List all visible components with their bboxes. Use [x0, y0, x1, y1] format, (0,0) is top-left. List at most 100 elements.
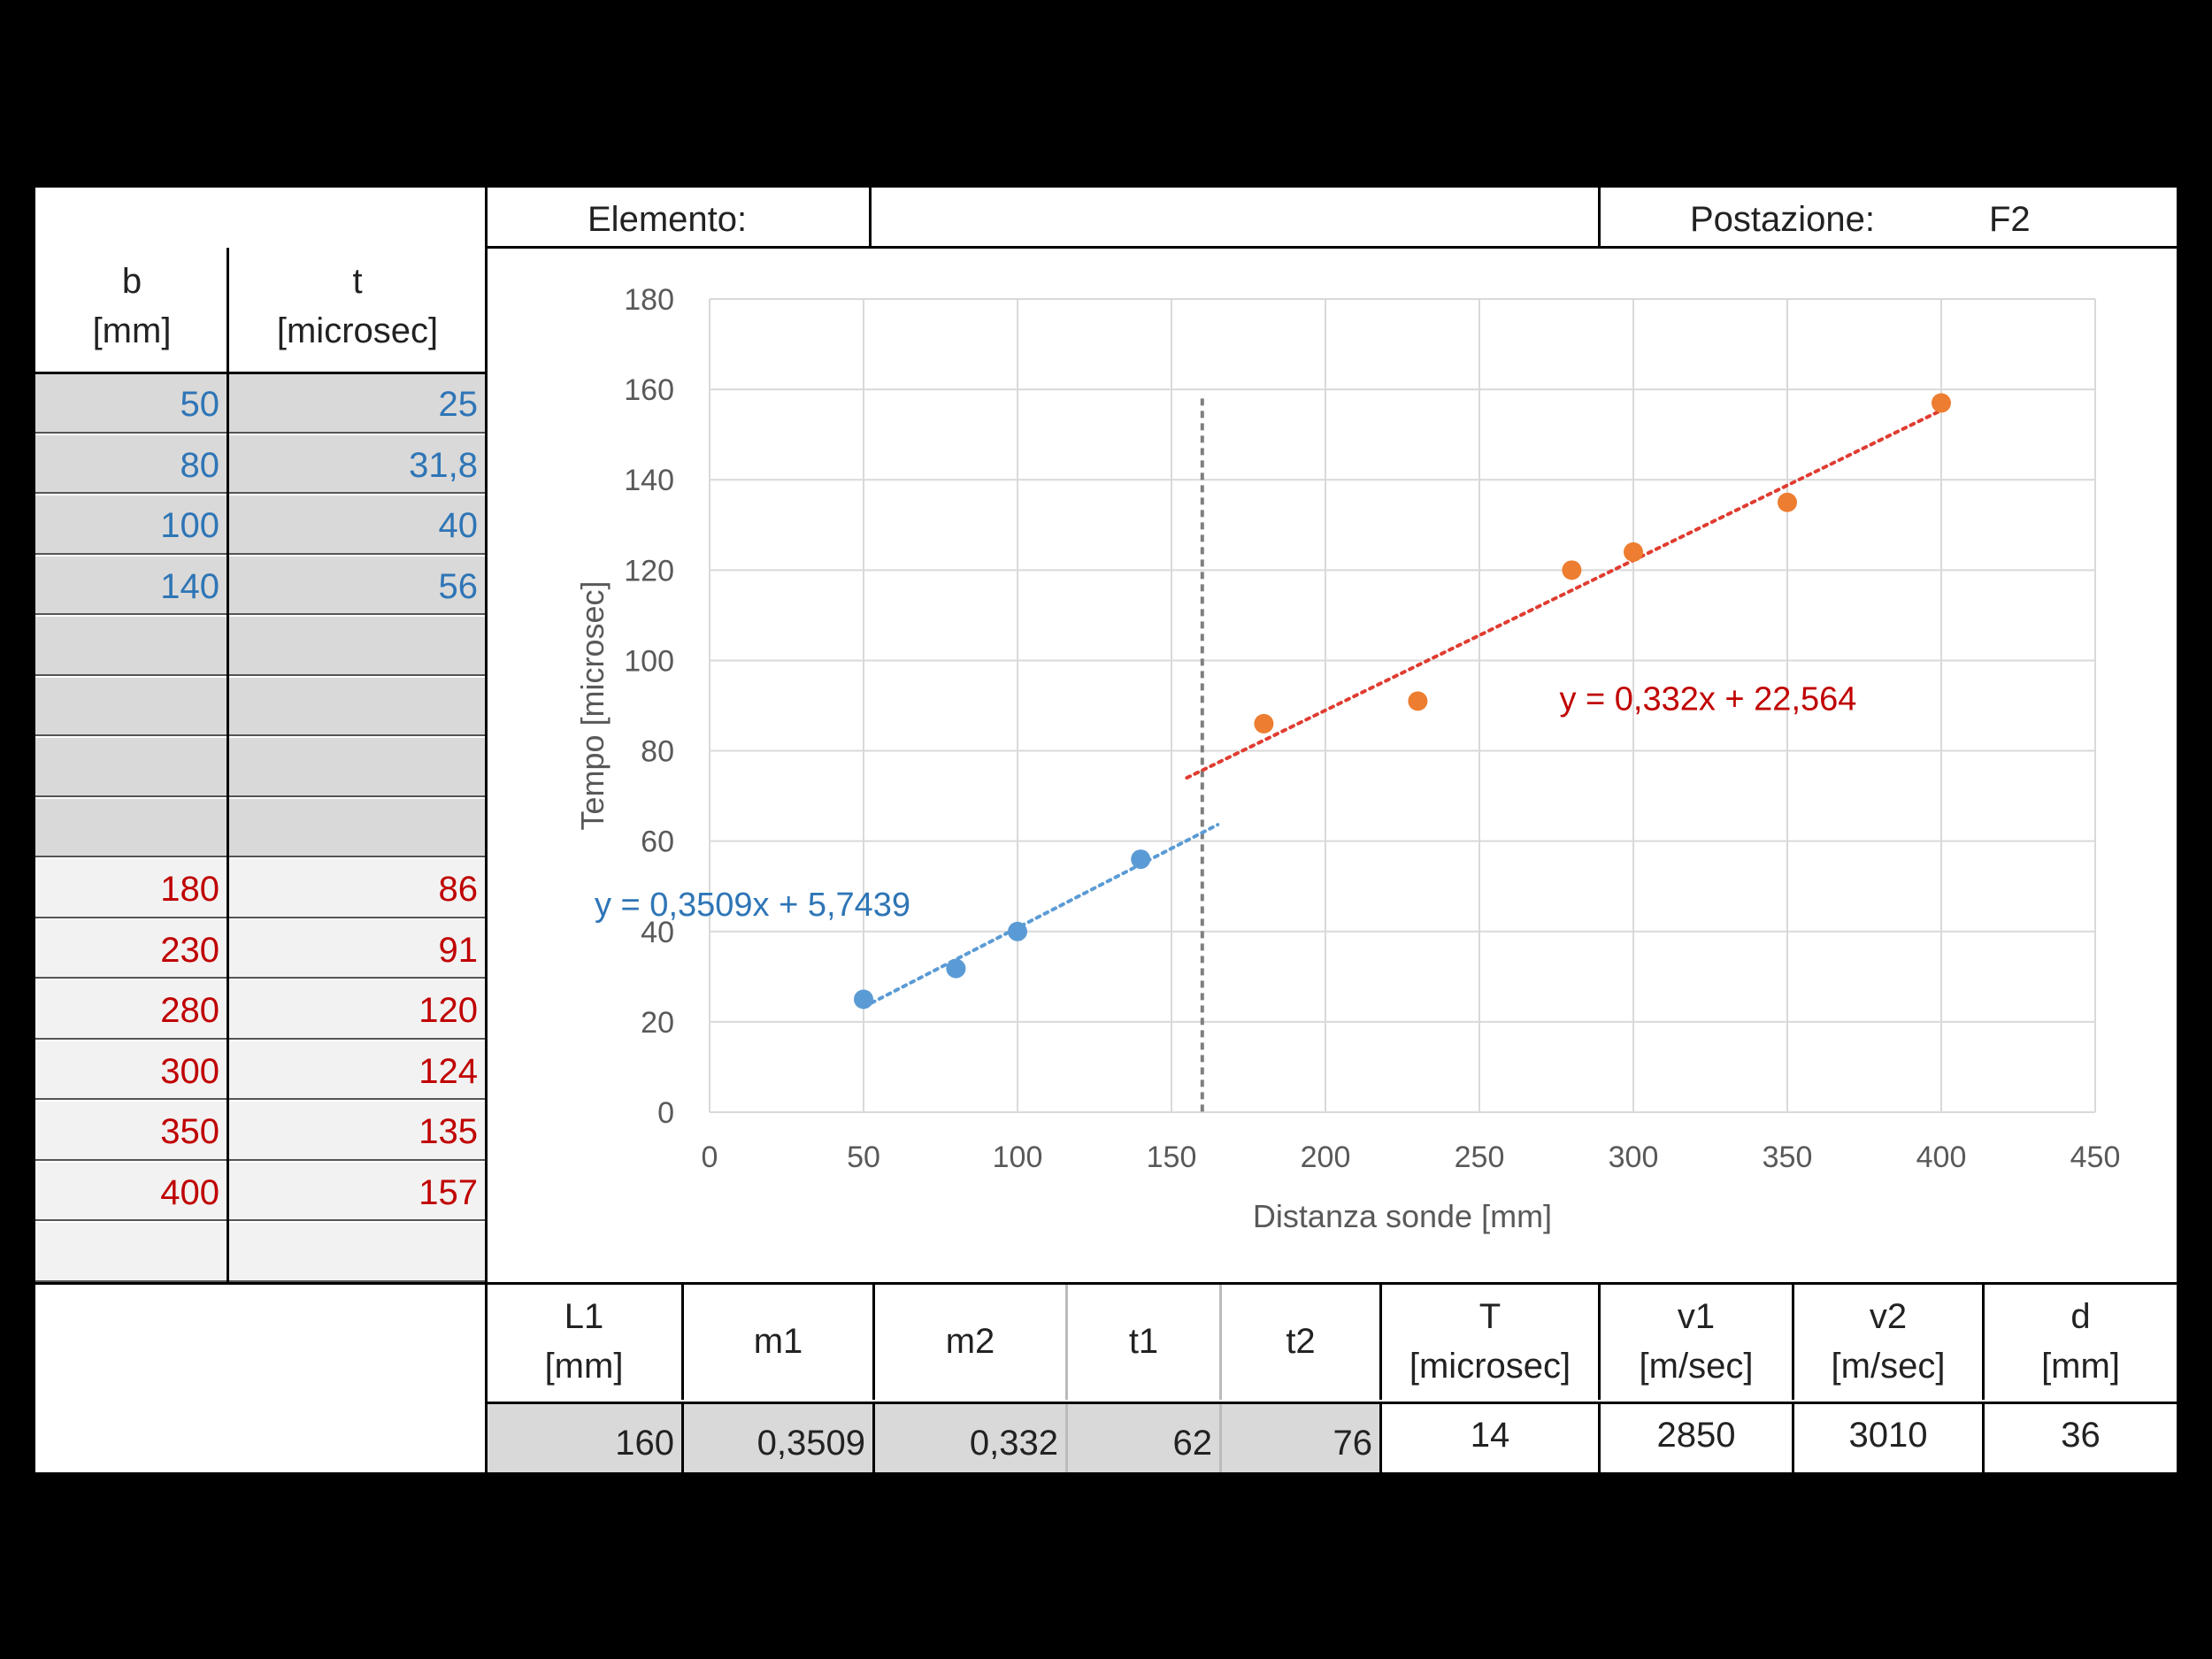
postazione-label: Postazione:: [1690, 200, 1876, 239]
cell-t[interactable]: 40: [229, 495, 485, 555]
cell-b[interactable]: 350: [35, 1102, 227, 1161]
cell-t[interactable]: 56: [229, 556, 485, 615]
scatter-chart: 0 50 100 150 200 250 300 350 400 450 0 20 40 60 80 100 1…: [574, 283, 2121, 1234]
y-tick-label: 0: [657, 1096, 674, 1130]
result-header-4: t1: [1065, 1285, 1219, 1400]
trendline-2-equation: y = 0,332x + 22,564: [1559, 681, 1856, 718]
result-value-7[interactable]: 2850: [1598, 1404, 1792, 1472]
result-header-label: v1: [1677, 1297, 1716, 1336]
cell-t[interactable]: [229, 738, 485, 797]
cell-b[interactable]: 300: [35, 1041, 227, 1100]
elemento-label: Elemento:: [588, 200, 748, 239]
series-2-point: [1624, 541, 1643, 562]
result-header-label: m1: [753, 1322, 803, 1361]
y-tick-label: 140: [624, 464, 674, 497]
result-header-8: v2 [m/sec]: [1792, 1285, 1982, 1400]
x-tick-label: 450: [2070, 1141, 2121, 1174]
result-value-3[interactable]: 0,332: [872, 1404, 1065, 1472]
cell-b[interactable]: [35, 1223, 227, 1282]
y-tick-label: 160: [624, 373, 674, 407]
result-header-label: t2: [1286, 1322, 1316, 1361]
col-b-unit: [mm]: [92, 311, 172, 350]
result-header-unit: [m/sec]: [1639, 1347, 1754, 1386]
trendline-2: [1185, 408, 1943, 780]
cell-b[interactable]: 100: [35, 495, 227, 555]
result-header-unit: [m/sec]: [1831, 1347, 1946, 1386]
y-tick-label: 100: [624, 644, 674, 678]
cell-b[interactable]: [35, 798, 227, 857]
cell-t[interactable]: [229, 617, 485, 676]
result-header-7: v1 [m/sec]: [1598, 1285, 1792, 1400]
result-value-2[interactable]: 0,3509: [681, 1404, 872, 1472]
x-tick-label: 150: [1147, 1141, 1197, 1174]
x-tick-label: 50: [847, 1141, 880, 1174]
spreadsheet: Elemento: Postazione: F2 b [mm] t [micro…: [35, 188, 2177, 1472]
cell-t[interactable]: 120: [229, 980, 485, 1040]
result-header-5: t2: [1219, 1285, 1379, 1400]
col-b-header: b [mm]: [35, 248, 228, 373]
result-header-label: v2: [1869, 1297, 1908, 1336]
result-header-6: T [microsec]: [1379, 1285, 1598, 1400]
cell-t[interactable]: 31,8: [229, 434, 485, 494]
cell-t[interactable]: 157: [229, 1162, 485, 1221]
cell-b[interactable]: 80: [35, 434, 227, 494]
col-t-header: t [microsec]: [228, 248, 487, 373]
trendline-1: [862, 823, 1220, 1010]
y-tick-label: 120: [624, 554, 674, 588]
result-header-3: m2: [872, 1285, 1065, 1400]
x-tick-label: 0: [702, 1141, 718, 1174]
cell-b[interactable]: 230: [35, 919, 227, 979]
series-1-point: [854, 989, 873, 1010]
x-tick-label: 300: [1609, 1141, 1659, 1174]
result-header-label: d: [2070, 1297, 2091, 1336]
result-header-label: m2: [945, 1322, 995, 1361]
cell-b[interactable]: [35, 738, 227, 797]
cell-t[interactable]: 91: [229, 919, 485, 979]
cell-t[interactable]: 86: [229, 859, 485, 918]
cell-b[interactable]: 140: [35, 556, 227, 615]
cell-t[interactable]: 135: [229, 1102, 485, 1161]
x-tick-label: 400: [1916, 1141, 1967, 1174]
cell-b[interactable]: [35, 677, 227, 736]
x-axis-label: Distanza sonde [mm]: [1253, 1198, 1552, 1234]
result-value-5[interactable]: 76: [1219, 1404, 1379, 1472]
result-header-unit: [microsec]: [1409, 1347, 1571, 1386]
series-2-point: [1562, 560, 1582, 580]
y-tick-label: 180: [624, 283, 674, 317]
cell-b[interactable]: 50: [35, 374, 227, 434]
col-b-label: b: [121, 262, 142, 301]
cell-t[interactable]: [229, 677, 485, 736]
result-value-9[interactable]: 36: [1982, 1404, 2177, 1472]
series-1-point: [1008, 921, 1027, 941]
x-tick-label: 200: [1301, 1141, 1351, 1174]
cell-b[interactable]: 400: [35, 1162, 227, 1221]
series-2-point: [1254, 713, 1274, 733]
trendline-1-equation: y = 0,3509x + 5,7439: [595, 887, 910, 924]
cell-b[interactable]: [35, 617, 227, 676]
result-value-8[interactable]: 3010: [1792, 1404, 1982, 1472]
result-value-4[interactable]: 62: [1065, 1404, 1219, 1472]
result-value-6[interactable]: 14: [1379, 1404, 1598, 1472]
result-header-label: L1: [564, 1297, 604, 1336]
cell-t[interactable]: 124: [229, 1041, 485, 1100]
y-tick-label: 60: [641, 826, 674, 859]
x-tick-label: 350: [1763, 1141, 1813, 1174]
result-value-1[interactable]: 160: [487, 1404, 681, 1472]
y-axis-label: Tempo [microsec]: [574, 580, 611, 830]
x-tick-label: 100: [993, 1141, 1043, 1174]
cell-t[interactable]: 25: [229, 374, 485, 434]
result-header-unit: [mm]: [544, 1347, 624, 1386]
result-header-label: T: [1479, 1297, 1502, 1336]
y-tick-label: 40: [641, 916, 674, 949]
postazione-value[interactable]: F2: [1989, 200, 2031, 239]
cell-b[interactable]: 180: [35, 859, 227, 918]
series-1-point: [1131, 849, 1151, 870]
col-t-unit: [microsec]: [276, 311, 439, 350]
cell-t[interactable]: [229, 798, 485, 857]
cell-b[interactable]: 280: [35, 980, 227, 1040]
elemento-value-cell[interactable]: [876, 200, 1628, 244]
series-2-point: [1778, 492, 1797, 512]
cell-t[interactable]: [229, 1223, 485, 1282]
y-tick-label: 80: [641, 735, 674, 769]
series-1-point: [946, 958, 966, 979]
